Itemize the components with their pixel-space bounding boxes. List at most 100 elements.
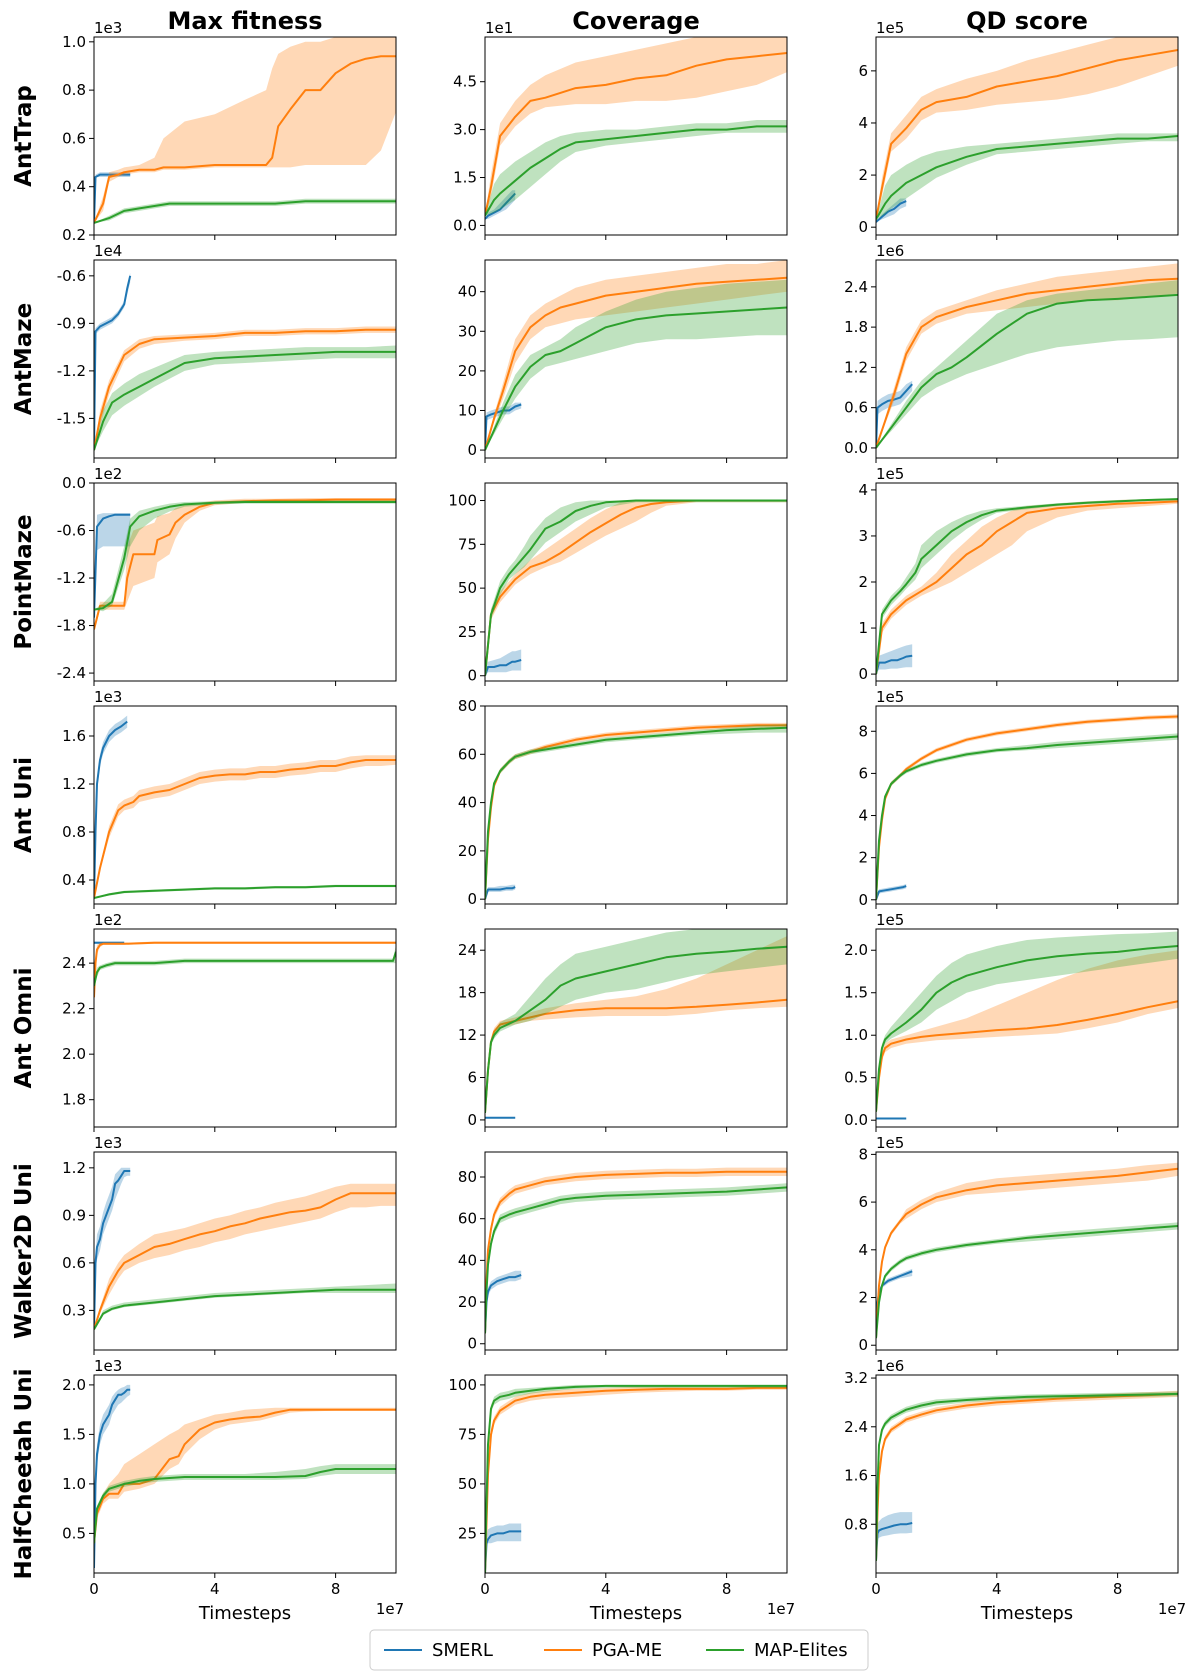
x-tick-label: 4 <box>210 1580 220 1598</box>
series-line <box>485 403 522 451</box>
series-band <box>94 944 396 986</box>
y-tick-label: 2.4 <box>62 954 86 972</box>
y-tick-label: 0 <box>467 1111 477 1129</box>
y-tick-label: 0.8 <box>62 823 86 841</box>
subplot: 0 20 40 60 80 <box>458 1151 788 1355</box>
series-line <box>485 192 516 220</box>
series-band <box>876 1268 913 1339</box>
series-line <box>94 350 396 451</box>
y-tick-label: 75 <box>458 535 477 553</box>
y-tick-label: 1.8 <box>844 318 868 336</box>
subplot: 0 2 4 6 8 1e5 <box>858 1134 1179 1355</box>
y-multiplier: 1e4 <box>94 242 122 260</box>
axes-frame <box>93 482 397 682</box>
y-tick-label: 0.6 <box>62 129 86 147</box>
x-multiplier: 1e7 <box>767 1600 795 1618</box>
y-tick-label: 1.5 <box>62 1425 86 1443</box>
y-tick-label: -0.6 <box>57 267 86 285</box>
subplot: -2.4 -1.8 -1.2 -0.6 0.0 1e2 <box>57 465 397 686</box>
row-label: AntMaze <box>11 303 37 416</box>
row-label: PointMaze <box>11 514 37 649</box>
y-tick-label: 1.0 <box>844 1026 868 1044</box>
y-multiplier: 1e3 <box>94 688 122 706</box>
y-multiplier: 1e5 <box>876 911 904 929</box>
y-tick-label: 1 <box>858 619 868 637</box>
plot-area <box>485 722 787 900</box>
series-line <box>94 1192 396 1330</box>
y-tick-label: 2.0 <box>844 941 868 959</box>
series-band <box>485 37 787 216</box>
y-tick-label: 25 <box>458 623 477 641</box>
y-tick-label: 2.2 <box>62 1000 86 1018</box>
axes-frame <box>93 928 397 1128</box>
series-line <box>876 1167 1178 1339</box>
x-tick-label: 8 <box>1113 1580 1123 1598</box>
x-tick-label: 0 <box>480 1580 490 1598</box>
y-tick-label: 0 <box>467 441 477 459</box>
series-line <box>876 1522 913 1561</box>
y-multiplier: 1e2 <box>94 911 122 929</box>
y-multiplier: 1e3 <box>94 1134 122 1152</box>
series-line <box>876 735 1178 900</box>
y-tick-label: 2.0 <box>62 1045 86 1063</box>
series-band <box>876 1512 913 1561</box>
y-tick-label: -1.8 <box>57 617 86 635</box>
y-tick-label: -0.6 <box>57 522 86 540</box>
y-multiplier: 1e5 <box>876 19 904 37</box>
series-line <box>876 1392 1178 1561</box>
y-tick-label: 0.3 <box>62 1301 86 1319</box>
row-label: Walker2D Uni <box>11 1163 37 1339</box>
series-band <box>876 498 1178 675</box>
y-multiplier: 1e2 <box>94 465 122 483</box>
plot-area <box>876 37 1178 223</box>
series-line <box>876 1270 913 1339</box>
series-band <box>94 1407 396 1544</box>
series-line <box>485 276 787 451</box>
y-tick-label: 18 <box>458 984 477 1002</box>
y-tick-label: 100 <box>448 492 477 510</box>
series-line <box>876 654 913 675</box>
plot-area <box>485 1167 787 1334</box>
axes-frame <box>484 705 788 905</box>
series-band <box>485 936 787 1113</box>
plot-area <box>94 941 396 998</box>
y-tick-label: 6 <box>467 1069 477 1087</box>
y-tick-label: 25 <box>458 1524 477 1542</box>
x-axis-label: Timesteps <box>198 1603 291 1624</box>
series-line <box>876 1000 1178 1112</box>
series-line <box>876 1392 1178 1561</box>
column-title: Coverage <box>572 7 700 35</box>
series-band <box>876 280 1178 448</box>
axes-frame <box>93 36 397 236</box>
y-tick-label: 0 <box>858 1336 868 1354</box>
subplot: 0.0 1.5 3.0 4.5 1e1 <box>453 19 788 240</box>
series-band <box>94 941 396 998</box>
y-tick-label: -0.9 <box>57 314 86 332</box>
x-tick-label: 8 <box>331 1580 341 1598</box>
y-tick-label: 0.5 <box>844 1069 868 1087</box>
subplot: 0.5 1.0 1.5 2.0 1e3 0 4 8 Timesteps 1e7 <box>62 1357 404 1624</box>
y-tick-label: 0.8 <box>62 81 86 99</box>
series-line <box>876 885 907 901</box>
y-tick-label: 2 <box>858 573 868 591</box>
y-tick-label: 0 <box>467 890 477 908</box>
y-tick-label: 80 <box>458 697 477 715</box>
y-tick-label: 1.8 <box>62 1091 86 1109</box>
series-line <box>485 1384 787 1573</box>
series-band <box>876 263 1178 448</box>
series-line <box>94 1388 131 1569</box>
y-tick-label: 4 <box>858 1241 868 1259</box>
axes-frame <box>875 705 1179 905</box>
plot-area <box>876 714 1178 901</box>
series-line <box>94 200 396 224</box>
series-band <box>94 1283 396 1330</box>
y-tick-label: -1.5 <box>57 409 86 427</box>
y-tick-label: 4.5 <box>453 73 477 91</box>
plot-area <box>485 499 787 677</box>
y-tick-label: 40 <box>458 1251 477 1269</box>
y-multiplier: 1e5 <box>876 688 904 706</box>
series-line <box>485 1386 787 1573</box>
series-band <box>94 498 396 630</box>
subplot: 1.8 2.0 2.2 2.4 1e2 <box>62 911 397 1132</box>
